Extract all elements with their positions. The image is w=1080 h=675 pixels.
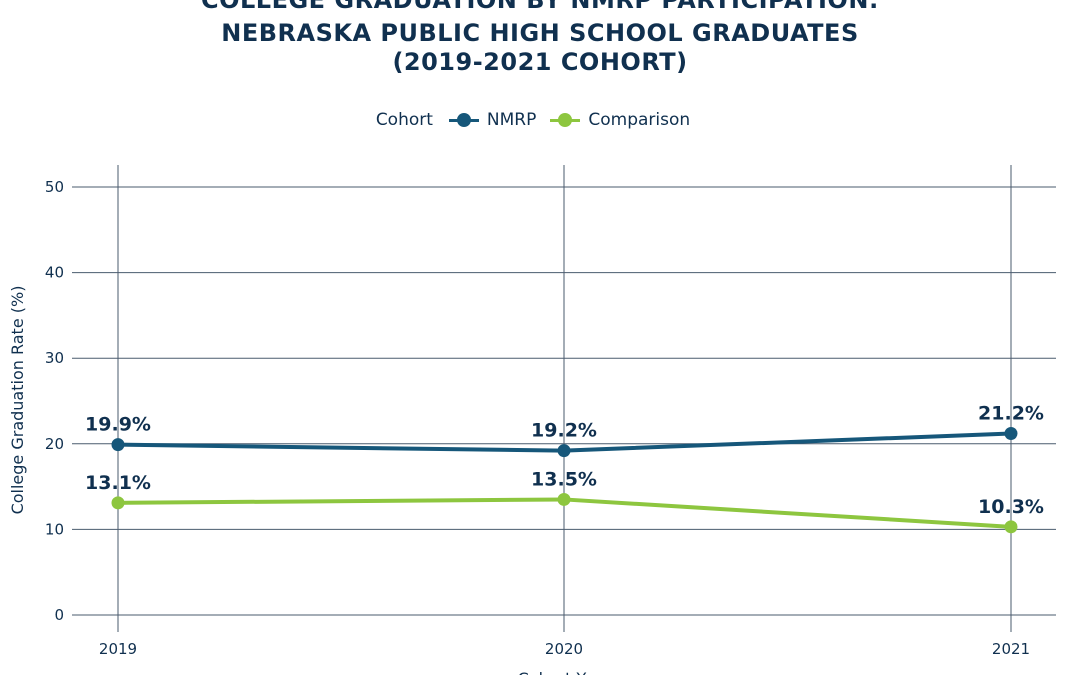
chart-title-line-3: (2019-2021 COHORT) — [392, 48, 688, 76]
y-tick-label-30: 30 — [45, 349, 64, 367]
data-label-nmrp-2019: 19.9% — [85, 414, 151, 436]
chart-legend: Cohort NMRP Comparison — [0, 110, 1080, 130]
y-axis-title: College Graduation Rate (%) — [8, 286, 27, 515]
x-tick-label-2019: 2019 — [99, 640, 137, 658]
y-tick-label-10: 10 — [45, 520, 64, 538]
data-point-nmrp-2021 — [1004, 427, 1018, 441]
data-point-comparison-2019 — [111, 496, 125, 510]
legend-item-nmrp: NMRP — [448, 110, 537, 130]
x-axis-title: Cohort Year — [518, 669, 611, 675]
data-point-nmrp-2019 — [111, 438, 125, 452]
chart-title-line-2: NEBRASKA PUBLIC HIGH SCHOOL GRADUATES — [221, 19, 859, 47]
data-label-comparison-2021: 10.3% — [978, 496, 1044, 518]
legend-item-comparison: Comparison — [550, 110, 690, 130]
x-tick-label-2021: 2021 — [992, 640, 1030, 658]
data-point-nmrp-2020 — [557, 444, 571, 458]
legend-label-nmrp: NMRP — [486, 110, 537, 130]
y-tick-label-0: 0 — [54, 606, 64, 624]
data-point-comparison-2021 — [1004, 520, 1018, 534]
y-tick-label-20: 20 — [45, 435, 64, 453]
legend-label-comparison: Comparison — [588, 110, 691, 130]
legend-marker-nmrp — [448, 112, 479, 128]
data-label-nmrp-2020: 19.2% — [531, 420, 597, 442]
chart-title-line-1: COLLEGE GRADUATION BY NMRP PARTICIPATION… — [200, 0, 880, 14]
y-tick-label-50: 50 — [45, 178, 64, 196]
data-label-nmrp-2021: 21.2% — [978, 403, 1044, 425]
data-label-comparison-2020: 13.5% — [531, 468, 597, 490]
legend-marker-comparison — [550, 112, 581, 128]
x-tick-label-2020: 2020 — [545, 640, 583, 658]
data-label-comparison-2019: 13.1% — [85, 472, 151, 494]
y-tick-label-40: 40 — [45, 264, 64, 282]
data-point-comparison-2020 — [557, 492, 571, 506]
legend-title: Cohort — [375, 110, 433, 130]
